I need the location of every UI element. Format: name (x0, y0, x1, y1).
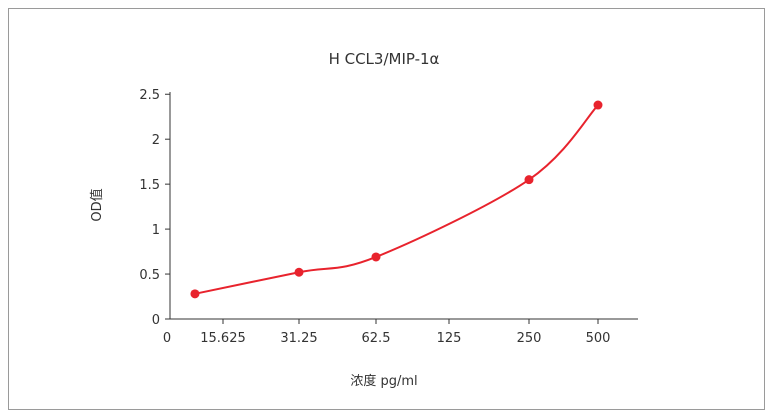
x-tick-label: 125 (437, 331, 462, 346)
y-ticks: 0 0.5 1 1.5 2 2.5 (139, 88, 170, 328)
data-point (371, 252, 381, 262)
x-tick-label: 31.25 (280, 331, 317, 346)
y-tick-label: 0.5 (139, 268, 160, 283)
data-point (190, 289, 200, 299)
x-tick-label: 500 (586, 331, 611, 346)
y-tick-label: 1.5 (139, 178, 160, 193)
x-tick-label: 15.625 (200, 331, 246, 346)
x-tick-label: 0 (163, 331, 171, 346)
data-points (190, 100, 603, 299)
x-ticks: 0 15.625 31.25 62.5 125 250 500 (163, 319, 611, 346)
x-tick-label: 62.5 (362, 331, 391, 346)
y-tick-label: 2 (152, 133, 160, 148)
data-point (593, 100, 603, 110)
chart-frame (8, 8, 765, 410)
data-point (524, 175, 534, 185)
y-tick-label: 2.5 (139, 88, 160, 103)
x-tick-label: 250 (517, 331, 542, 346)
series-line (194, 104, 599, 295)
x-axis-label: 浓度 pg/ml (350, 373, 417, 389)
data-point (294, 267, 304, 277)
y-axis-label: OD值 (89, 188, 105, 221)
chart-title: H CCL3/MIP-1α (329, 50, 440, 68)
y-tick-label: 0 (152, 313, 160, 328)
y-tick-label: 1 (152, 223, 160, 238)
